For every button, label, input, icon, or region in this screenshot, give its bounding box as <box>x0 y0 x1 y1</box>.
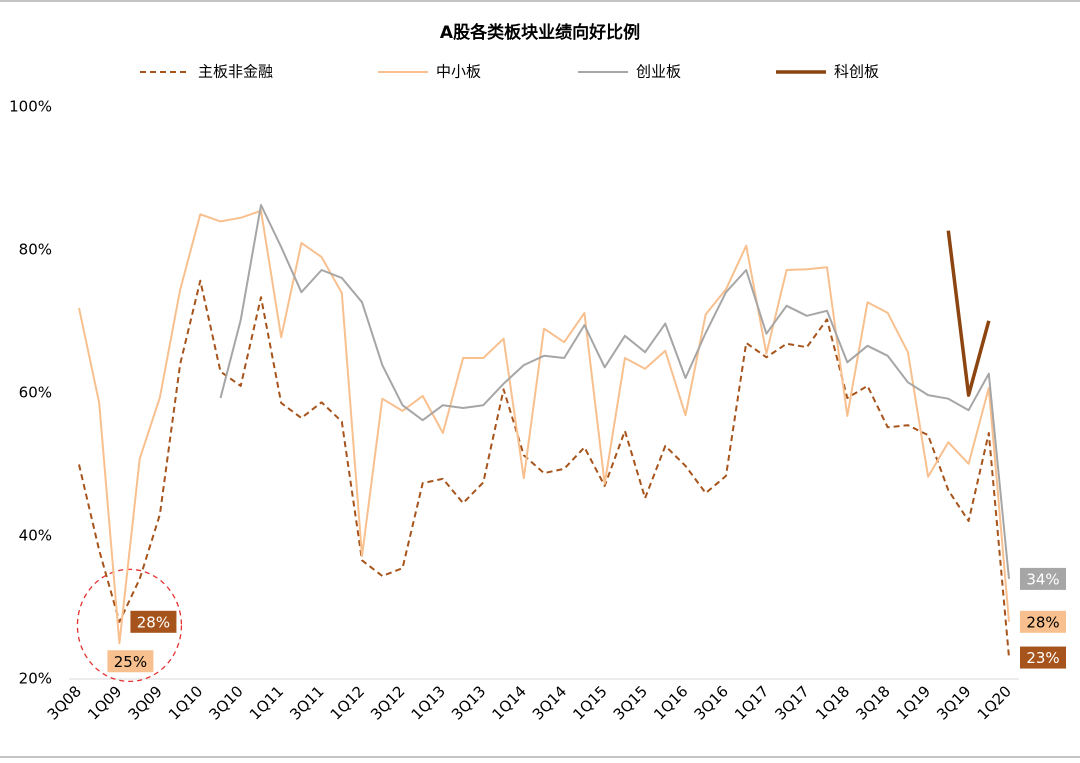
x-tick-label: 3Q14 <box>529 682 570 723</box>
highlight-circle <box>76 568 183 683</box>
legend-label: 主板非金融 <box>198 63 273 81</box>
value-label-box <box>1020 610 1066 633</box>
x-tick-label: 1Q14 <box>488 682 529 723</box>
y-tick-label: 100% <box>9 98 52 116</box>
x-tick-label: 1Q15 <box>569 682 610 723</box>
x-tick-label: 3Q18 <box>852 682 893 723</box>
series-line <box>78 279 1010 658</box>
y-tick-label: 60% <box>19 384 52 402</box>
value-label-box <box>130 610 177 633</box>
x-tick-label: 3Q12 <box>367 682 408 723</box>
legend-label: 科创板 <box>834 63 879 81</box>
x-tick-label: 1Q11 <box>246 682 287 723</box>
series-line <box>219 204 1010 579</box>
x-tick-label: 3Q19 <box>933 682 974 723</box>
value-label: 23% <box>1026 649 1059 667</box>
x-tick-label: 1Q18 <box>812 682 853 723</box>
legend-label: 中小板 <box>436 63 481 81</box>
x-tick-label: 1Q13 <box>408 682 449 723</box>
value-label-box <box>107 650 154 673</box>
legend-label: 创业板 <box>636 63 681 81</box>
x-tick-label: 3Q17 <box>772 682 813 723</box>
x-tick-label: 1Q19 <box>893 682 934 723</box>
x-tick-label: 3Q09 <box>125 682 166 723</box>
x-tick-label: 1Q17 <box>731 682 772 723</box>
x-tick-label: 1Q09 <box>84 682 125 723</box>
x-tick-label: 3Q10 <box>205 682 246 723</box>
x-tick-label: 3Q15 <box>610 682 651 723</box>
value-label: 34% <box>1026 570 1059 588</box>
x-tick-label: 3Q16 <box>691 682 732 723</box>
chart-title: A股各类板块业绩向好比例 <box>440 22 640 43</box>
value-label: 25% <box>114 653 147 671</box>
y-tick-label: 80% <box>19 241 52 259</box>
x-tick-label: 3Q13 <box>448 682 489 723</box>
y-tick-label: 20% <box>19 670 52 688</box>
value-label-box <box>1020 567 1066 590</box>
x-tick-label: 1Q10 <box>165 682 206 723</box>
series-line <box>78 209 1010 645</box>
x-tick-label: 3Q11 <box>286 682 327 723</box>
value-label: 28% <box>1026 613 1059 631</box>
value-label-box <box>1020 646 1066 669</box>
series-line <box>946 230 991 397</box>
x-tick-label: 1Q16 <box>650 682 691 723</box>
x-tick-label: 1Q20 <box>974 682 1015 723</box>
y-tick-label: 40% <box>19 527 52 545</box>
value-label: 28% <box>137 613 170 631</box>
x-tick-label: 3Q08 <box>44 682 85 723</box>
x-tick-label: 1Q12 <box>327 682 368 723</box>
